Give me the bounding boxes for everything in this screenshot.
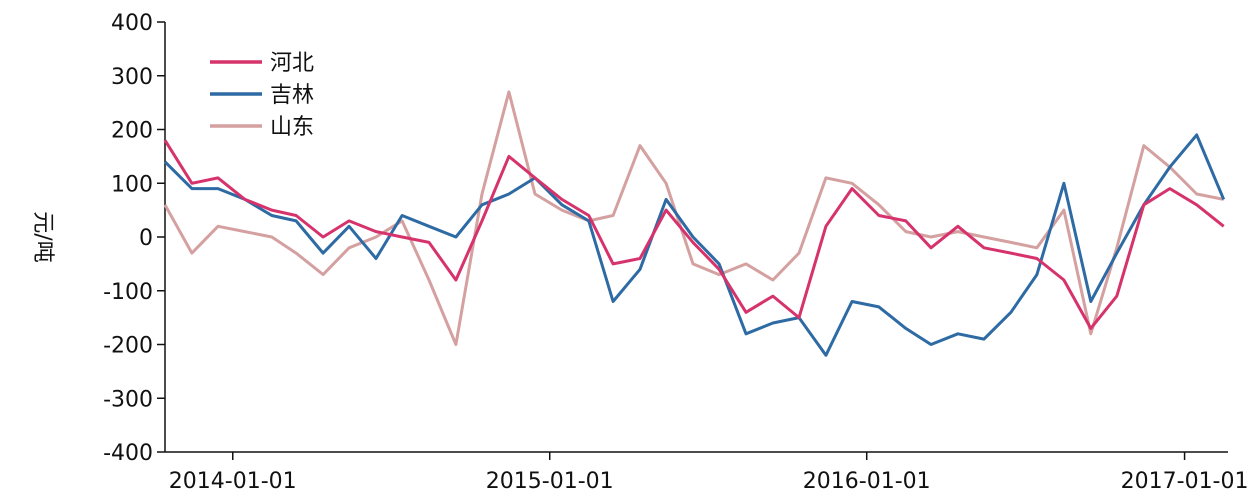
legend-label: 吉林 (270, 83, 314, 108)
y-tick-label: -200 (103, 334, 153, 359)
x-tick-label: 2017-01-01 (1121, 469, 1249, 494)
y-tick-label: -300 (103, 387, 153, 412)
x-tick-label: 2014-01-01 (169, 469, 297, 494)
y-tick-label: 100 (111, 172, 153, 197)
x-axis: 2014-01-01 2015-01-01 2016-01-01 2017-01-01 (165, 451, 1249, 494)
y-tick-label: -400 (103, 441, 153, 466)
y-tick-label: 200 (111, 119, 153, 144)
x-tick-label: 2016-01-01 (803, 469, 931, 494)
series-layer (163, 90, 1226, 357)
y-axis: 400 300 200 100 0 -100 -200 -300 -400 (103, 11, 166, 466)
y-axis-label: 元/吨 (30, 211, 55, 262)
y-tick-label: 300 (111, 65, 153, 90)
legend-label: 河北 (270, 51, 314, 76)
series-line (163, 139, 1225, 330)
legend-label: 山东 (270, 115, 314, 140)
y-tick-label: 0 (139, 226, 153, 251)
series-line (163, 133, 1226, 357)
y-tick-label: -100 (103, 280, 153, 305)
x-tick-label: 2015-01-01 (486, 469, 614, 494)
series-line (163, 90, 1224, 346)
y-tick-label: 400 (111, 11, 153, 36)
